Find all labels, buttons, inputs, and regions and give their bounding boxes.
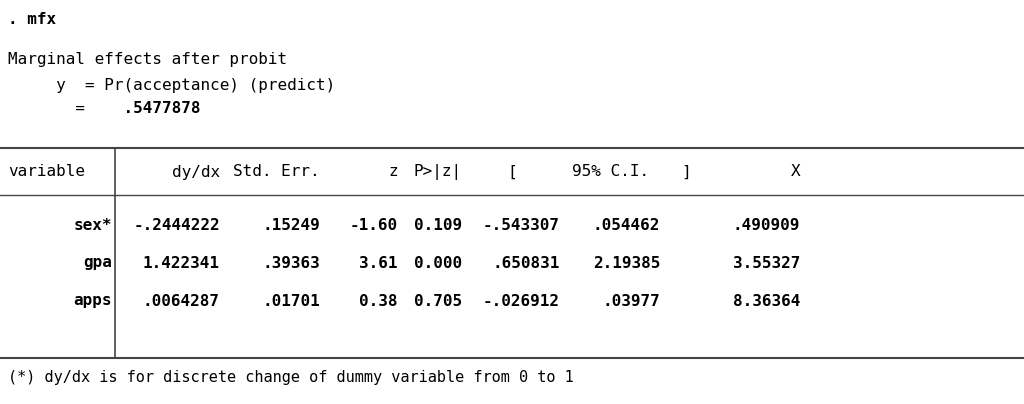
Text: .01701: .01701 (262, 293, 319, 309)
Text: gpa: gpa (83, 255, 112, 271)
Text: .15249: .15249 (262, 217, 319, 232)
Text: P>|z|: P>|z| (414, 164, 462, 180)
Text: (*) dy/dx is for discrete change of dummy variable from 0 to 1: (*) dy/dx is for discrete change of dumm… (8, 370, 573, 385)
Text: -.026912: -.026912 (483, 293, 560, 309)
Text: apps: apps (74, 293, 112, 309)
Text: . mfx: . mfx (8, 12, 56, 27)
Text: -1.60: -1.60 (350, 217, 398, 232)
Text: .054462: .054462 (593, 217, 660, 232)
Text: 8.36364: 8.36364 (732, 293, 800, 309)
Text: sex*: sex* (74, 217, 112, 232)
Text: 0.109: 0.109 (414, 217, 462, 232)
Text: 2.19385: 2.19385 (593, 255, 660, 271)
Text: .39363: .39363 (262, 255, 319, 271)
Text: ]: ] (681, 164, 691, 179)
Text: dy/dx: dy/dx (172, 164, 220, 179)
Text: 95% C.I.: 95% C.I. (571, 164, 648, 179)
Text: 3.55327: 3.55327 (732, 255, 800, 271)
Text: -.543307: -.543307 (483, 217, 560, 232)
Text: .0064287: .0064287 (143, 293, 220, 309)
Text: Std. Err.: Std. Err. (233, 164, 319, 179)
Text: 0.705: 0.705 (414, 293, 462, 309)
Text: 0.38: 0.38 (359, 293, 398, 309)
Text: .490909: .490909 (732, 217, 800, 232)
Text: .650831: .650831 (493, 255, 560, 271)
Text: .03977: .03977 (602, 293, 660, 309)
Text: 0.000: 0.000 (414, 255, 462, 271)
Text: .5477878: .5477878 (8, 101, 201, 116)
Text: 1.422341: 1.422341 (143, 255, 220, 271)
Text: z: z (388, 164, 398, 179)
Text: Marginal effects after probit: Marginal effects after probit (8, 52, 287, 67)
Text: -.2444222: -.2444222 (133, 217, 220, 232)
Text: [: [ (507, 164, 517, 179)
Text: 3.61: 3.61 (359, 255, 398, 271)
Text: =: = (8, 101, 104, 116)
Text: y  = Pr(acceptance) (predict): y = Pr(acceptance) (predict) (8, 78, 335, 93)
Text: X: X (791, 164, 800, 179)
Text: variable: variable (8, 164, 85, 179)
